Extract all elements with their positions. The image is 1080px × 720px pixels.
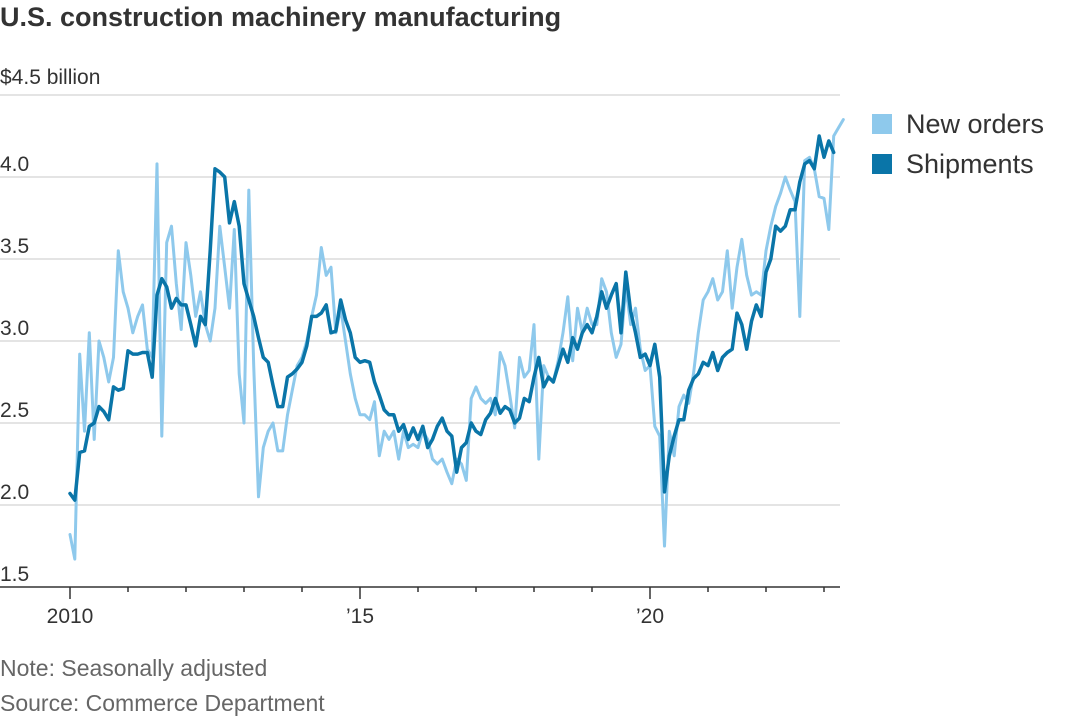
x-tick-label: ’15 bbox=[346, 605, 374, 628]
y-tick-label: 3.0 bbox=[0, 317, 29, 340]
y-tick-label: 2.0 bbox=[0, 481, 29, 504]
y-tick-label: 4.0 bbox=[0, 153, 29, 176]
x-axis: 2010 ’15 ’20 bbox=[0, 586, 840, 628]
legend-item-new-orders: New orders bbox=[872, 104, 1044, 144]
x-tick-label: ’20 bbox=[636, 605, 664, 628]
legend-item-shipments: Shipments bbox=[872, 144, 1044, 184]
y-tick-label: 3.5 bbox=[0, 235, 29, 258]
chart-title: U.S. construction machinery manufacturin… bbox=[0, 2, 562, 32]
source-text: Source: Commerce Department bbox=[0, 690, 325, 716]
y-axis-ticks: 1.5 2.0 2.5 3.0 3.5 4.0 bbox=[0, 153, 29, 586]
y-tick-label: 2.5 bbox=[0, 399, 29, 422]
series-lines bbox=[68, 118, 845, 561]
legend-label-shipments: Shipments bbox=[906, 148, 1034, 179]
series-line-shipments bbox=[68, 134, 836, 502]
legend-swatch-shipments bbox=[872, 154, 892, 174]
series-line-new-orders bbox=[68, 118, 845, 561]
y-tick-label: 1.5 bbox=[0, 563, 29, 586]
legend-swatch-new-orders bbox=[872, 114, 892, 134]
legend-label-new-orders: New orders bbox=[906, 108, 1045, 139]
x-tick-label: 2010 bbox=[47, 605, 94, 628]
note-text: Note: Seasonally adjusted bbox=[0, 655, 268, 681]
gridlines bbox=[0, 94, 840, 506]
y-axis-unit-label: $4.5 billion bbox=[0, 66, 101, 89]
legend: New orders Shipments bbox=[872, 104, 1044, 184]
